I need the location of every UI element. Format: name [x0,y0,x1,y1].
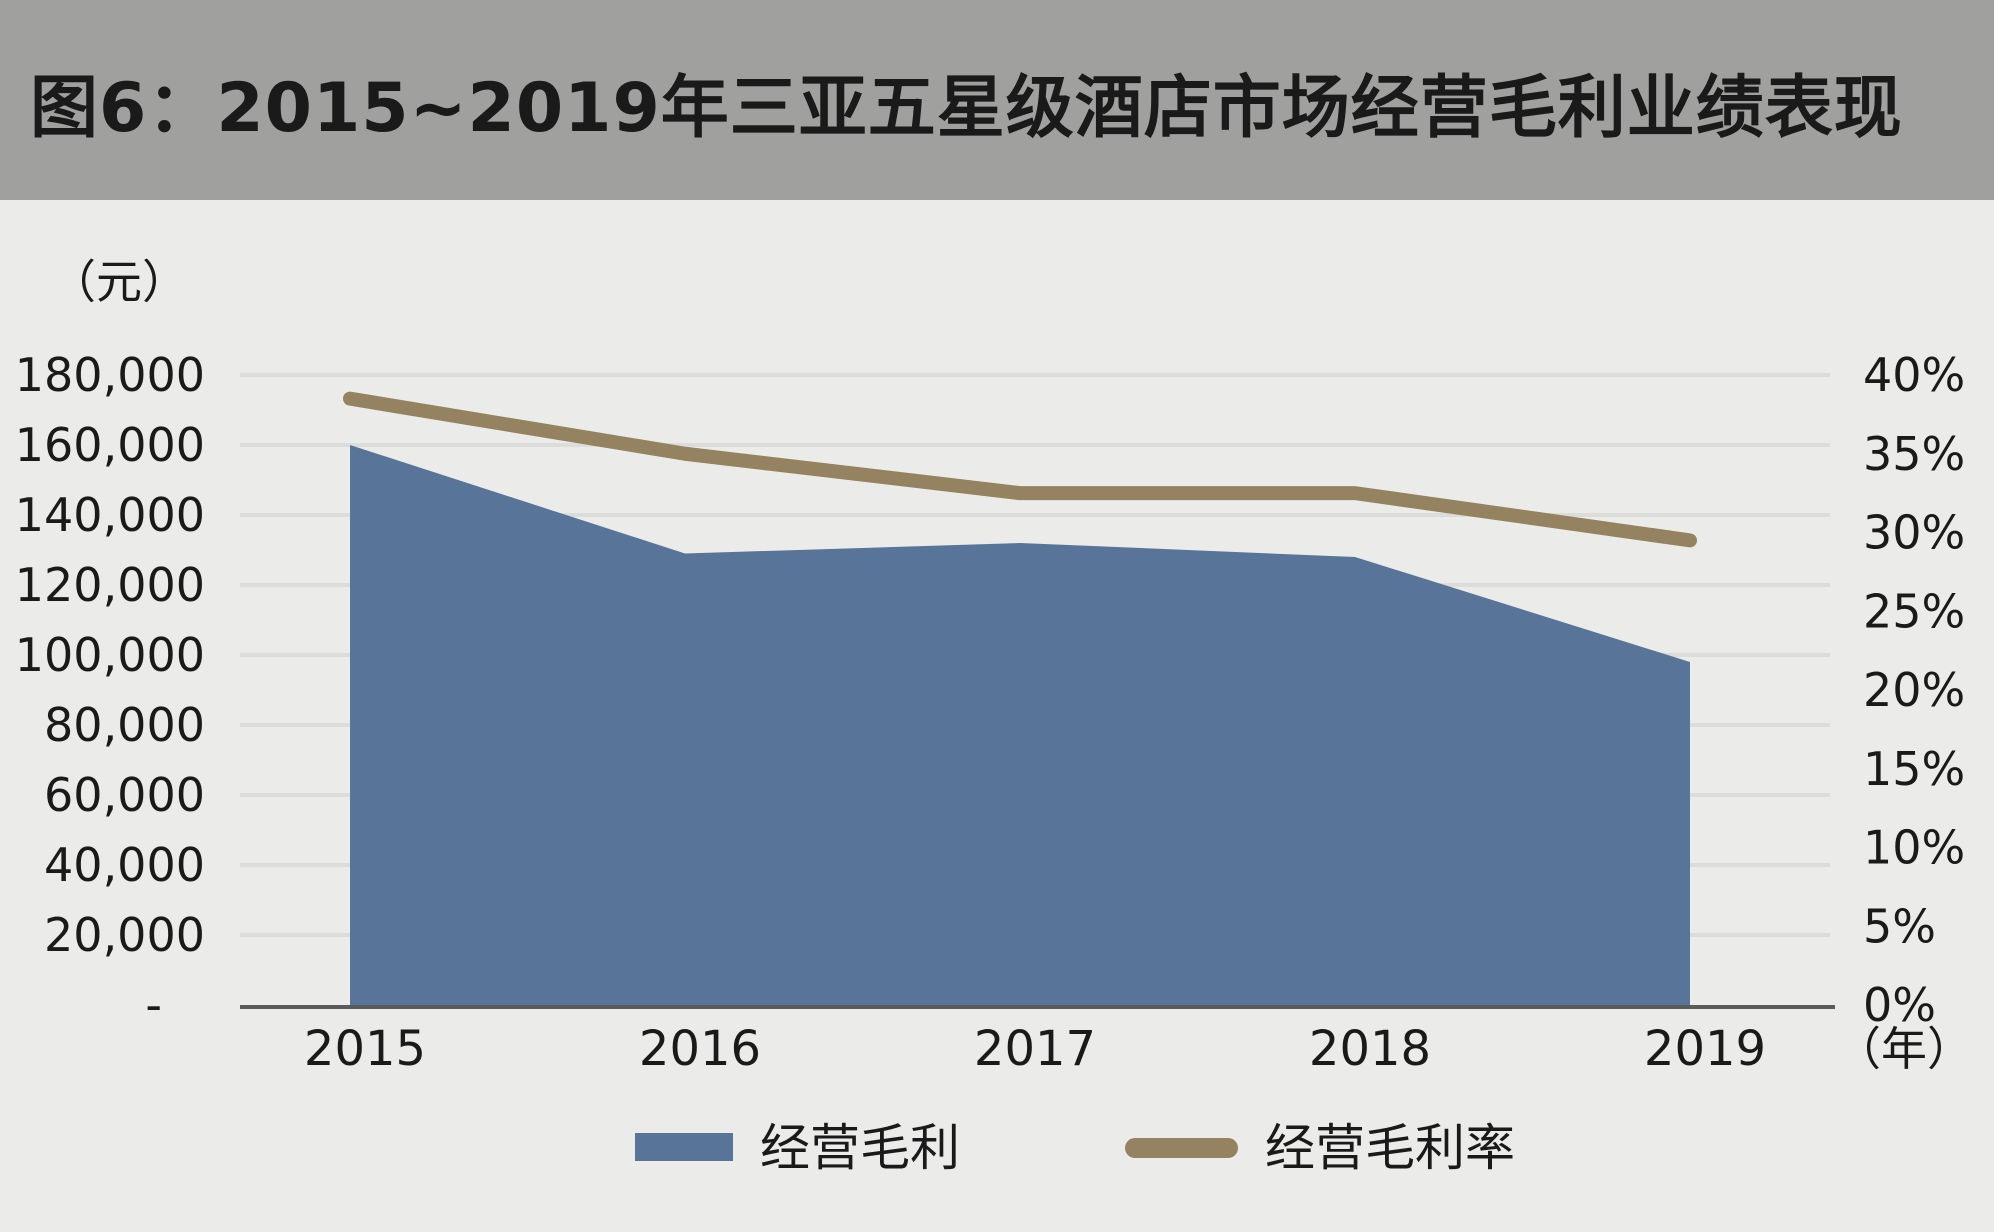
y-left-tick-label: 40,000 [44,838,205,892]
y-right-tick-label: 40% [1863,348,1965,402]
x-tick-label: 2016 [639,1021,761,1077]
y-left-tick-label: 160,000 [15,418,205,472]
y-right-tick-label: 20% [1863,663,1965,717]
y-right-tick-label: 15% [1863,742,1965,796]
y-right-tick-label: 30% [1863,506,1965,560]
y-left-tick-label: 120,000 [15,558,205,612]
y-right-tick-label: 25% [1863,584,1965,638]
legend-label-gross-margin: 经营毛利率 [1265,1119,1515,1177]
y-left-tick-label: 20,000 [44,908,205,962]
series-area-layer [350,445,1690,1005]
y-left-unit-label: （元） [50,255,188,309]
y-left-tick-label: - [145,978,162,1032]
tick-labels: - 20,000 40,000 60,000 80,000 100,000 120,000 1… [15,255,1973,1077]
legend-swatch-area [635,1133,733,1161]
y-right-tick-label: 0% [1863,978,1936,1032]
line-series-gross-margin [343,391,1697,548]
legend-label-gross-profit: 经营毛利 [760,1119,960,1177]
y-left-tick-label: 60,000 [44,768,205,822]
area-series-gross-profit [350,445,1690,1005]
title-bar: 图6：2015~2019年三亚五星级酒店市场经营毛利业绩表现 [0,0,1994,200]
y-left-tick-label: 140,000 [15,488,205,542]
y-right-tick-label: 10% [1863,821,1965,875]
y-right-tick-label: 5% [1863,899,1936,953]
y-left-tick-label: 180,000 [15,348,205,402]
chart-title: 图6：2015~2019年三亚五星级酒店市场经营毛利业绩表现 [30,69,1903,148]
y-left-tick-label: 100,000 [15,628,205,682]
y-left-tick-label: 80,000 [44,698,205,752]
y-right-tick-label: 35% [1863,427,1965,481]
x-tick-label: 2019 [1644,1021,1766,1077]
legend: 经营毛利 经营毛利率 [635,1119,1515,1177]
x-tick-label: 2015 [304,1021,426,1077]
x-unit-label: （年） [1835,1022,1973,1076]
series-line-layer [343,391,1697,548]
x-tick-label: 2018 [1309,1021,1431,1077]
x-tick-label: 2017 [974,1021,1096,1077]
